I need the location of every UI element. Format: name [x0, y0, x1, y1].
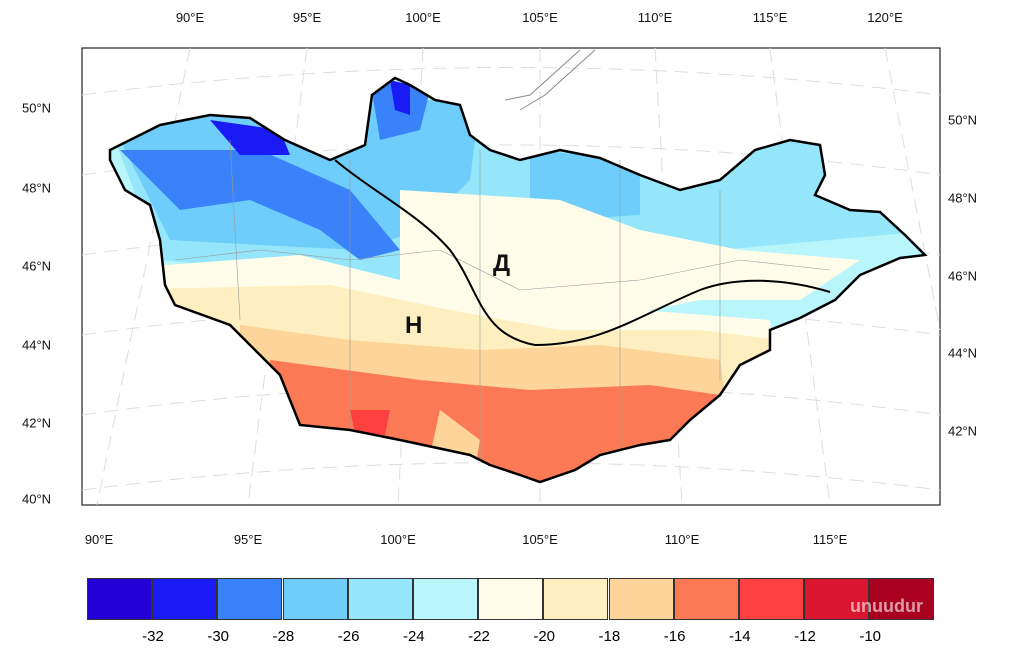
left-lat-label: 42°N: [22, 415, 52, 431]
colorbar-label: -20: [533, 628, 556, 645]
colorbar-label: -32: [142, 628, 164, 645]
top-lon-label: 115°E: [752, 10, 788, 25]
colorbar-label: -24: [402, 628, 425, 645]
colorbar-label: -14: [728, 628, 751, 645]
colorbar-swatch: [217, 578, 283, 620]
colorbar-label: -16: [663, 628, 686, 645]
colorbar-swatch: [478, 578, 544, 620]
top-lon-label: 100°E: [405, 10, 441, 25]
left-lat-label: 48°N: [22, 180, 52, 196]
bottom-lon-label: 100°E: [380, 532, 416, 547]
right-lat-label: 50°N: [948, 112, 978, 128]
colorbar-label: -10: [859, 628, 882, 645]
bottom-lon-label: 115°E: [812, 532, 848, 547]
right-lat-label: 48°N: [948, 190, 978, 206]
right-lat-label: 44°N: [948, 345, 978, 361]
colorbar-swatch: [152, 578, 218, 620]
colorbar-swatch: [413, 578, 478, 620]
colorbar-swatch: [282, 578, 348, 620]
neighbor-border: [504, 49, 596, 111]
map-plot: [81, 47, 941, 506]
colorbar-swatch: [608, 578, 674, 620]
left-lat-label: 44°N: [22, 337, 52, 353]
colorbar-label: -22: [468, 628, 490, 645]
colorbar-swatch: [869, 578, 935, 620]
low-pressure-marker: Н: [405, 312, 423, 339]
colorbar-swatch: [87, 578, 152, 620]
top-lon-label: 120°E: [867, 10, 903, 25]
colorbar-swatch: [673, 578, 739, 620]
colorbar-label: -28: [272, 628, 295, 645]
watermark: unuudur: [850, 596, 923, 616]
top-lon-label: 90°E: [175, 10, 205, 25]
colorbar-label: -12: [794, 628, 816, 645]
colorbar-label: -26: [337, 628, 360, 645]
colorbar-label: -18: [598, 628, 621, 645]
colorbar-swatch: [347, 578, 413, 620]
right-lat-label: 42°N: [948, 423, 978, 439]
bottom-lon-label: 105°E: [522, 532, 558, 547]
top-lon-label: 95°E: [292, 10, 322, 25]
left-lat-label: 46°N: [22, 258, 52, 274]
bottom-lon-label: 90°E: [84, 532, 114, 547]
colorbar-swatch: [739, 578, 804, 620]
left-lat-label: 50°N: [22, 100, 52, 116]
colorbar-label: -30: [207, 628, 230, 645]
bottom-lon-label: 95°E: [233, 532, 263, 547]
bottom-lon-label: 110°E: [664, 532, 700, 547]
right-lat-label: 46°N: [948, 268, 978, 284]
top-lon-label: 110°E: [637, 10, 673, 25]
high-pressure-marker: Д: [493, 250, 511, 277]
left-lat-label: 40°N: [22, 491, 52, 507]
isoline: [334, 159, 831, 347]
colorbar-swatch: [804, 578, 870, 620]
top-lon-label: 105°E: [522, 10, 558, 25]
colorbar-swatch: [543, 578, 609, 620]
